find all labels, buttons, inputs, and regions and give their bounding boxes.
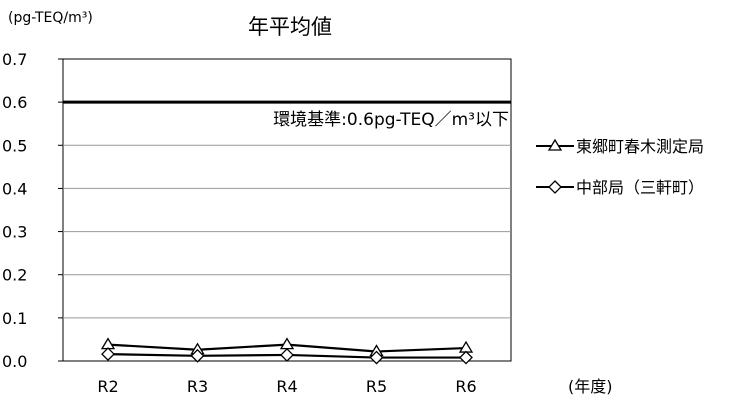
x-tick-labels: R2 R3 R4 R5 R6 (97, 377, 476, 396)
y-tick-label: 0.3 (2, 223, 27, 242)
series-group (100, 337, 474, 365)
reference-line-label: 環境基準:0.6pg-TEQ／m³以下 (273, 110, 509, 130)
legend: 東郷町春木測定局 中部局（三軒町） (536, 137, 704, 197)
legend-label-series-1: 東郷町春木測定局 (576, 137, 704, 156)
legend-triangle-marker (547, 138, 563, 151)
data-point-diamond-2 (369, 350, 384, 365)
legend-label-series-2: 中部局（三軒町） (576, 178, 704, 197)
y-tick-label: 0.1 (2, 309, 27, 328)
x-tick-label: R5 (366, 377, 387, 396)
y-tick-label: 0.6 (2, 93, 27, 112)
legend-item-series-1: 東郷町春木測定局 (536, 137, 704, 156)
y-tick-label: 0.0 (2, 352, 27, 371)
legend-diamond-marker (548, 180, 562, 194)
x-tick-label: R2 (97, 377, 118, 396)
y-tick-label: 0.4 (2, 179, 27, 198)
y-tick-label: 0.2 (2, 266, 27, 285)
data-point-diamond-2 (280, 348, 294, 362)
y-axis-unit-label: (pg-TEQ/m³) (8, 10, 93, 26)
chart-title: 年平均値 (248, 15, 332, 39)
data-point-diamond-2 (101, 347, 115, 362)
y-tick-label: 0.7 (2, 50, 27, 69)
plot-area (62, 58, 512, 362)
data-point-diamond-2 (459, 350, 473, 365)
x-tick-label: R4 (276, 377, 297, 396)
legend-item-series-2: 中部局（三軒町） (536, 178, 704, 197)
x-axis-unit-label: (年度) (568, 377, 613, 396)
data-point-diamond-2 (190, 348, 205, 363)
x-tick-label: R3 (187, 377, 208, 396)
y-tick-label: 0.5 (2, 136, 27, 155)
x-tick-label: R6 (455, 377, 476, 396)
y-tick-labels: 0.0 0.1 0.2 0.3 0.4 0.5 0.6 0.7 (2, 50, 27, 371)
